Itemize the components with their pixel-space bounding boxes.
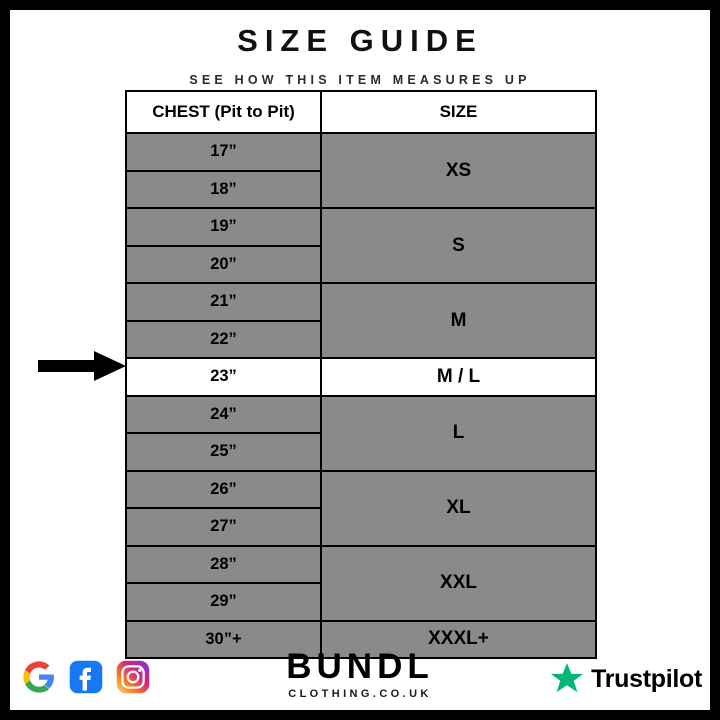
- table-row: 20”: [125, 244, 596, 284]
- chest-value: 18”: [125, 169, 322, 209]
- chest-value: 25”: [125, 432, 322, 472]
- table-row: 27”: [125, 507, 596, 547]
- table-row: 29”: [125, 582, 596, 622]
- brand-name: BUNDL: [286, 647, 434, 686]
- facebook-icon[interactable]: [69, 660, 103, 694]
- chest-value: 27”: [125, 507, 322, 547]
- size-value: L: [320, 394, 597, 472]
- table-row: 17” XS: [125, 132, 597, 209]
- selected-row-arrow-icon: [38, 351, 126, 381]
- table-row: 24” L: [125, 394, 597, 472]
- chest-value: 28”: [125, 544, 322, 584]
- brand-domain: CLOTHING.CO.UK: [288, 688, 432, 700]
- chest-value: 17”: [125, 132, 322, 172]
- brand-block: BUNDL CLOTHING.CO.UK: [10, 647, 710, 701]
- trustpilot-star-icon: [550, 663, 584, 693]
- page-title: SIZE GUIDE: [237, 23, 483, 58]
- chest-value: 26”: [125, 469, 322, 509]
- size-value: M: [320, 282, 597, 359]
- table-row: 18”: [125, 169, 596, 209]
- size-table-container: CHEST (Pit to Pit) SIZE 17” XS 18” 19” S…: [125, 90, 597, 659]
- size-value: XXL: [320, 544, 597, 622]
- google-icon[interactable]: [22, 660, 56, 694]
- table-header-row: CHEST (Pit to Pit) SIZE: [125, 90, 597, 134]
- size-value: S: [320, 207, 597, 284]
- size-value: XS: [320, 132, 597, 209]
- size-value: XXXL+: [320, 619, 597, 659]
- table-row: 22”: [125, 319, 596, 359]
- table-row: 19” S: [125, 207, 597, 284]
- column-header-size: SIZE: [320, 90, 597, 134]
- table-row: 21” M: [125, 282, 597, 359]
- size-value-selected: M / L: [320, 357, 597, 397]
- social-links: [22, 660, 150, 694]
- size-guide-card: SIZE GUIDE SEE HOW THIS ITEM MEASURES UP…: [10, 10, 710, 710]
- table-row: 26” XL: [125, 469, 597, 547]
- chest-value: 30”+: [125, 619, 322, 659]
- chest-value: 20”: [125, 244, 322, 284]
- chest-value: 22”: [125, 319, 322, 359]
- chest-value: 19”: [125, 207, 322, 247]
- table-row: 28” XXL: [125, 544, 597, 622]
- column-header-chest: CHEST (Pit to Pit): [125, 90, 322, 134]
- table-row: 30”+ XXXL+: [125, 619, 597, 659]
- chest-value: 21”: [125, 282, 322, 322]
- trustpilot-badge[interactable]: Trustpilot: [550, 662, 702, 696]
- chest-value-selected: 23”: [125, 357, 322, 397]
- chest-value: 29”: [125, 582, 322, 622]
- chest-value: 24”: [125, 394, 322, 434]
- page-subtitle: SEE HOW THIS ITEM MEASURES UP: [189, 73, 531, 87]
- table-row: 25”: [125, 432, 596, 472]
- size-table: CHEST (Pit to Pit) SIZE 17” XS 18” 19” S…: [125, 90, 597, 659]
- table-row-highlighted: 23” M / L: [125, 357, 597, 397]
- instagram-icon[interactable]: [116, 660, 150, 694]
- size-value: XL: [320, 469, 597, 547]
- trustpilot-label: Trustpilot: [591, 664, 702, 693]
- footer: BUNDL CLOTHING.CO.UK Trustpilot: [10, 640, 710, 710]
